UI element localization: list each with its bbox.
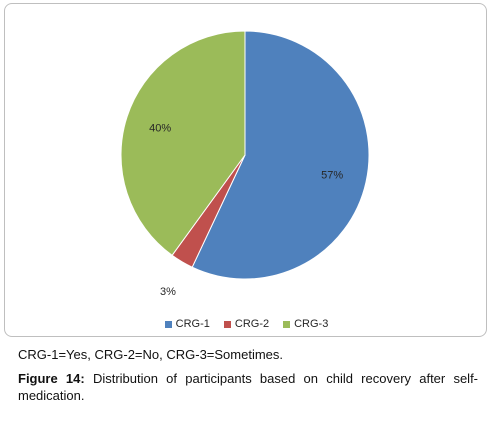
legend-item-crg-3: CRG-3 [283,318,328,330]
legend-swatch-crg-2 [223,320,231,328]
figure-label: Figure 14: [18,371,85,386]
legend-item-crg-2: CRG-2 [223,318,270,330]
pie-chart: 57% 3% 40% [120,30,370,298]
group-key-text: CRG-1=Yes, CRG-2=No, CRG-3=Sometimes. [18,347,284,362]
figure-description: Distribution of participants based on ch… [18,371,479,403]
legend-item-crg-1: CRG-1 [164,318,210,330]
pie-slice-crg-1 [191,30,370,280]
legend-swatch-crg-1 [164,320,172,328]
pie-slices [120,30,370,280]
chart-legend: CRG-1 CRG-2 CRG-3 [0,318,493,330]
figure-caption: Figure 14: Distribution of participants … [18,370,478,404]
pie-slice-crg-3 [120,30,246,257]
legend-label-crg-1: CRG-1 [175,318,210,330]
slice-label-crg-2: 3% [160,286,176,298]
slice-label-crg-1: 57% [321,170,343,182]
slice-label-crg-3: 40% [149,122,171,134]
legend-label-crg-2: CRG-2 [234,318,270,330]
pie-labels: 57% 3% 40% [149,122,343,298]
legend-label-crg-3: CRG-3 [294,318,329,330]
legend-swatch-crg-3 [283,320,291,328]
